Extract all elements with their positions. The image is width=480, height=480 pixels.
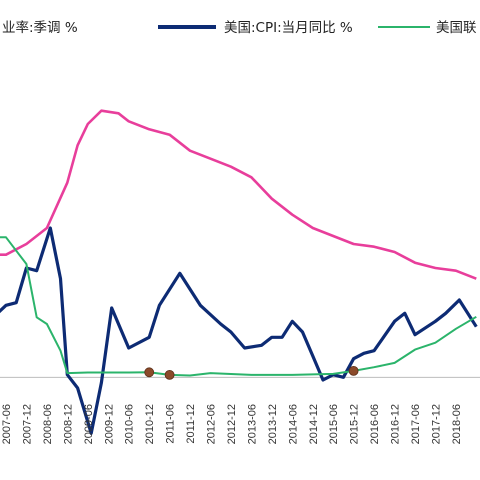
legend: 业率:季调 % 美国:CPI:当月同比 % 美国联 (2, 19, 477, 36)
x-tick-label: 2011-06 (165, 404, 177, 444)
x-tick-label: 2015-12 (349, 404, 361, 444)
x-tick-label: 2016-12 (390, 404, 402, 444)
x-tick-label: 2010-12 (144, 404, 156, 444)
marker-layer (144, 365, 359, 380)
x-axis-ticks: 2007-06 2007-12 2008-06 2008-12 2009-06 2009-… (1, 404, 463, 444)
x-tick-label: 2009-06 (83, 404, 95, 444)
x-tick-label: 2007-06 (1, 404, 13, 444)
x-tick-label: 2007-12 (21, 404, 33, 444)
x-tick-label: 2008-12 (62, 404, 74, 444)
x-tick-label: 2014-06 (287, 404, 299, 444)
x-tick-label: 2013-12 (267, 404, 279, 444)
legend-label-unemployment: 业率:季调 % (2, 19, 78, 36)
x-tick-label: 2015-06 (328, 404, 340, 444)
series-line-cpi (0, 226, 478, 435)
x-tick-label: 2008-06 (42, 404, 54, 444)
legend-label-cpi: 美国:CPI:当月同比 % (224, 20, 353, 36)
rate-change-marker-1 (144, 367, 155, 378)
series-line-fed (0, 236, 477, 377)
series-layer (0, 109, 478, 435)
x-tick-label: 2016-06 (369, 404, 381, 444)
rate-change-marker-3 (348, 365, 359, 376)
x-tick-label: 2017-06 (410, 404, 422, 444)
x-tick-label: 2018-06 (451, 404, 463, 444)
x-tick-label: 2009-12 (103, 404, 115, 444)
legend-label-fed: 美国联 (436, 20, 477, 36)
x-tick-label: 2011-12 (185, 404, 197, 444)
x-tick-label: 2012-06 (206, 404, 218, 444)
x-tick-label: 2010-06 (124, 404, 136, 444)
rate-change-marker-2 (164, 369, 175, 380)
x-tick-label: 2013-06 (246, 404, 258, 444)
x-tick-label: 2012-12 (226, 404, 238, 444)
x-tick-label: 2014-12 (308, 404, 320, 444)
series-line-unemployment (0, 109, 477, 280)
x-tick-label: 2017-12 (430, 404, 442, 444)
